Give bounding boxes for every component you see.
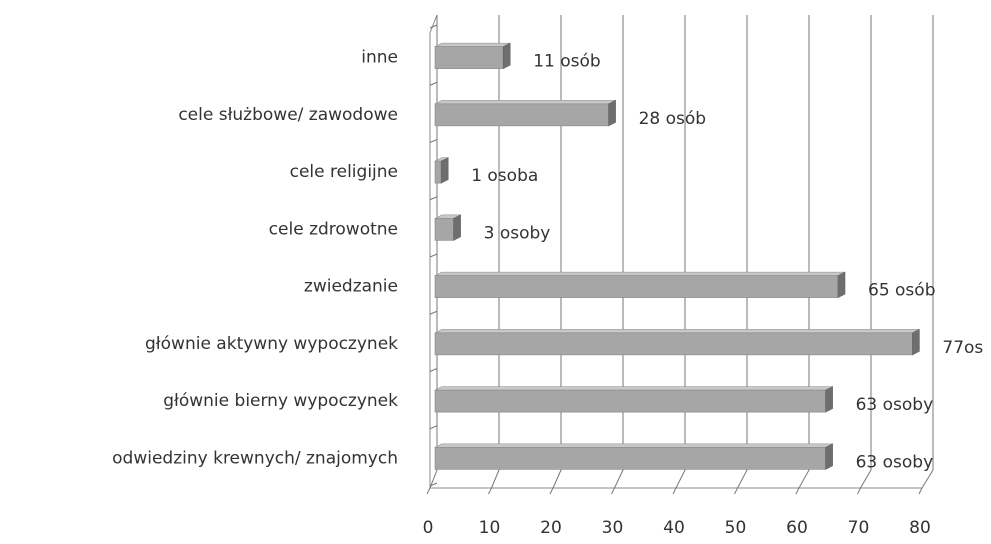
grid-line xyxy=(491,15,500,489)
y-tick xyxy=(429,482,438,487)
bar-end xyxy=(825,386,833,413)
value-label: 28 osób xyxy=(639,109,707,129)
bar-top xyxy=(434,271,846,276)
y-tick xyxy=(429,368,438,372)
x-tick xyxy=(549,487,554,495)
bar xyxy=(434,46,504,69)
grid-line xyxy=(429,15,438,489)
grid-line xyxy=(737,15,748,489)
value-label: 77os xyxy=(942,338,983,358)
x-tick xyxy=(611,487,615,495)
x-tick-label: 50 xyxy=(725,518,747,538)
category-label: zwiedzanie xyxy=(304,277,398,297)
x-tick-label: 40 xyxy=(663,518,685,538)
bar-end xyxy=(912,328,920,356)
bar-top xyxy=(434,386,833,391)
bar xyxy=(434,332,913,356)
bar-end xyxy=(825,443,833,470)
bar-end xyxy=(502,42,511,70)
category-label: cele zdrowotne xyxy=(269,219,398,239)
x-tick-label: 80 xyxy=(909,518,931,538)
x-tick xyxy=(426,487,431,495)
category-label: głównie bierny wypoczynek xyxy=(163,391,398,411)
grid-line xyxy=(921,15,934,489)
bar-end xyxy=(837,271,846,299)
x-tick xyxy=(918,487,923,495)
y-tick xyxy=(429,253,438,258)
wall-top-edge xyxy=(429,14,438,34)
x-tick xyxy=(488,487,492,495)
value-label: 3 osoby xyxy=(484,223,551,243)
bar-end xyxy=(440,157,449,184)
value-label: 1 osoba xyxy=(471,166,538,186)
x-tick xyxy=(857,487,861,495)
bar-top xyxy=(434,42,511,47)
x-tick xyxy=(795,487,800,495)
x-tick-label: 0 xyxy=(423,518,434,538)
value-label: 65 osób xyxy=(868,281,936,301)
bar xyxy=(434,160,442,184)
category-label: głównie aktywny wypoczynek xyxy=(145,334,398,354)
bar xyxy=(434,218,454,241)
bar xyxy=(434,103,609,127)
x-tick-label: 60 xyxy=(786,518,808,538)
bar-top xyxy=(434,443,833,448)
x-tick xyxy=(734,487,738,495)
bar xyxy=(434,389,826,413)
bar-end xyxy=(608,99,616,127)
bar xyxy=(434,447,826,470)
bar-top xyxy=(434,329,920,334)
y-tick xyxy=(429,310,438,315)
grid-line xyxy=(675,15,686,489)
grid-line xyxy=(798,15,810,489)
category-label: cele służbowe/ zawodowe xyxy=(178,105,398,125)
category-label: inne xyxy=(361,48,398,68)
bar xyxy=(434,275,839,298)
y-tick xyxy=(429,24,438,29)
bar-end xyxy=(453,214,461,241)
grid-line xyxy=(860,15,872,489)
value-label: 63 osoby xyxy=(856,395,934,415)
bar-top xyxy=(434,100,616,105)
x-tick xyxy=(672,487,677,495)
y-tick xyxy=(429,81,438,86)
value-label: 11 osób xyxy=(533,52,601,72)
value-label: 63 osoby xyxy=(856,452,934,472)
x-tick-label: 70 xyxy=(848,518,870,538)
category-label: cele religijne xyxy=(290,162,398,182)
grid-line xyxy=(614,15,624,489)
y-tick xyxy=(429,139,438,143)
y-tick xyxy=(429,425,438,430)
x-tick-label: 10 xyxy=(479,518,501,538)
x-tick-label: 30 xyxy=(602,518,624,538)
y-tick xyxy=(429,196,438,201)
x-tick-label: 20 xyxy=(540,518,562,538)
category-label: odwiedziny krewnych/ znajomych xyxy=(112,448,398,468)
grid-line xyxy=(552,15,562,489)
